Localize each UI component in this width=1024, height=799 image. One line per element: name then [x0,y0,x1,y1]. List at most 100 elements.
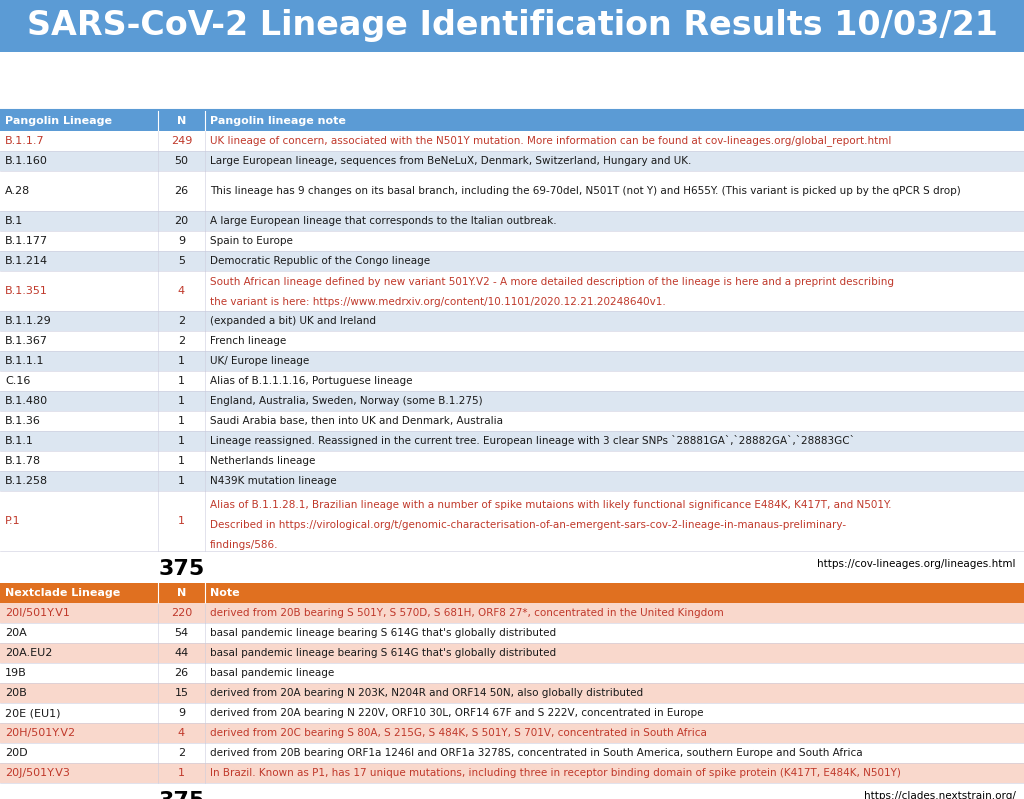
Text: Nextclade Lineage: Nextclade Lineage [5,588,120,598]
Bar [0,451,1024,471]
Text: UK lineage of concern, associated with the N501Y mutation. More information can : UK lineage of concern, associated with t… [210,136,891,146]
Bar [0,491,1024,551]
Text: 20J/501Y.V3: 20J/501Y.V3 [5,768,70,778]
Bar [0,211,1024,231]
Text: Alias of B.1.1.1.16, Portuguese lineage: Alias of B.1.1.1.16, Portuguese lineage [210,376,413,386]
Text: https://cov-lineages.org/lineages.html: https://cov-lineages.org/lineages.html [817,559,1016,569]
Text: Spain to Europe: Spain to Europe [210,236,293,246]
Bar [0,743,1024,763]
Bar [0,583,1024,603]
Text: the variant is here: https://www.medrxiv.org/content/10.1101/2020.12.21.20248640: the variant is here: https://www.medrxiv… [210,297,666,307]
Bar [0,52,1024,110]
Text: 20D: 20D [5,748,28,758]
Text: B.1.78: B.1.78 [5,456,41,466]
Text: 15: 15 [174,688,188,698]
Text: 249: 249 [171,136,193,146]
Text: 1: 1 [178,356,185,366]
Text: 5: 5 [178,256,185,266]
Text: 1: 1 [178,516,185,526]
Text: derived from 20B bearing ORF1a 1246I and ORF1a 3278S, concentrated in South Amer: derived from 20B bearing ORF1a 1246I and… [210,748,862,758]
Text: 220: 220 [171,608,193,618]
Text: N439K mutation lineage: N439K mutation lineage [210,476,337,486]
Text: 9: 9 [178,708,185,718]
Text: 20A: 20A [5,628,27,638]
Text: derived from 20C bearing S 80A, S 215G, S 484K, S 501Y, S 701V, concentrated in : derived from 20C bearing S 80A, S 215G, … [210,728,707,738]
Text: 20B: 20B [5,688,27,698]
Text: Pangolin Lineage: Pangolin Lineage [5,116,112,126]
Text: N: N [177,588,186,598]
Text: 375: 375 [159,791,205,799]
Text: basal pandemic lineage bearing S 614G that's globally distributed: basal pandemic lineage bearing S 614G th… [210,628,556,638]
Bar [0,111,1024,131]
Bar [0,171,1024,211]
Bar [0,0,1024,52]
Text: A large European lineage that corresponds to the Italian outbreak.: A large European lineage that correspond… [210,216,557,226]
Text: Pangolin lineage note: Pangolin lineage note [210,116,346,126]
Text: 44: 44 [174,648,188,658]
Bar [0,623,1024,643]
Text: derived from 20A bearing N 220V, ORF10 30L, ORF14 67F and S 222V, concentrated i: derived from 20A bearing N 220V, ORF10 3… [210,708,703,718]
Text: SARS-CoV-2 Lineage Identification Results 10/03/21: SARS-CoV-2 Lineage Identification Result… [27,10,997,42]
Text: 1: 1 [178,436,185,446]
Text: 1: 1 [178,396,185,406]
Text: B.1.177: B.1.177 [5,236,48,246]
Bar [0,311,1024,331]
Text: Saudi Arabia base, then into UK and Denmark, Australia: Saudi Arabia base, then into UK and Denm… [210,416,503,426]
Text: A.28: A.28 [5,186,31,196]
Text: Note: Note [210,588,240,598]
Bar [0,411,1024,431]
Bar [0,351,1024,371]
Text: basal pandemic lineage bearing S 614G that's globally distributed: basal pandemic lineage bearing S 614G th… [210,648,556,658]
Bar [0,391,1024,411]
Text: N: N [177,116,186,126]
Text: B.1.1.7: B.1.1.7 [5,136,45,146]
Text: findings/586.: findings/586. [210,540,279,550]
Text: French lineage: French lineage [210,336,287,346]
Text: In Brazil. Known as P1, has 17 unique mutations, including three in receptor bin: In Brazil. Known as P1, has 17 unique mu… [210,768,901,778]
Bar [0,643,1024,663]
Bar [0,471,1024,491]
Bar [0,331,1024,351]
Text: B.1.214: B.1.214 [5,256,48,266]
Bar [0,763,1024,783]
Text: 20E (EU1): 20E (EU1) [5,708,60,718]
Bar [0,703,1024,723]
Text: 1: 1 [178,476,185,486]
Text: B.1: B.1 [5,216,24,226]
Bar [0,431,1024,451]
Text: C.16: C.16 [5,376,31,386]
Text: B.1.1.29: B.1.1.29 [5,316,52,326]
Text: 9: 9 [178,236,185,246]
Text: 20H/501Y.V2: 20H/501Y.V2 [5,728,75,738]
Text: Netherlands lineage: Netherlands lineage [210,456,315,466]
Bar [0,271,1024,311]
Text: Democratic Republic of the Congo lineage: Democratic Republic of the Congo lineage [210,256,430,266]
Text: Lineage reassigned. Reassigned in the current tree. European lineage with 3 clea: Lineage reassigned. Reassigned in the cu… [210,435,855,447]
Bar [0,151,1024,171]
Text: 2: 2 [178,336,185,346]
Text: 54: 54 [174,628,188,638]
Bar [0,603,1024,623]
Bar [0,683,1024,703]
Text: B.1.160: B.1.160 [5,156,48,166]
Text: This lineage has 9 changes on its basal branch, including the 69-70del, N501T (n: This lineage has 9 changes on its basal … [210,186,961,196]
Text: Alias of B.1.1.28.1, Brazilian lineage with a number of spike mutaions with like: Alias of B.1.1.28.1, Brazilian lineage w… [210,500,892,510]
Text: 20: 20 [174,216,188,226]
Bar [0,663,1024,683]
Text: Large European lineage, sequences from BeNeLuX, Denmark, Switzerland, Hungary an: Large European lineage, sequences from B… [210,156,691,166]
Text: B.1.480: B.1.480 [5,396,48,406]
Text: B.1.1: B.1.1 [5,436,34,446]
Text: derived from 20B bearing S 501Y, S 570D, S 681H, ORF8 27*, concentrated in the U: derived from 20B bearing S 501Y, S 570D,… [210,608,724,618]
Text: 1: 1 [178,416,185,426]
Text: (expanded a bit) UK and Ireland: (expanded a bit) UK and Ireland [210,316,376,326]
Text: 2: 2 [178,316,185,326]
Text: B.1.351: B.1.351 [5,286,48,296]
Text: B.1.36: B.1.36 [5,416,41,426]
Text: https://clades.nextstrain.org/: https://clades.nextstrain.org/ [864,791,1016,799]
Bar [0,251,1024,271]
Text: South African lineage defined by new variant 501Y.V2 - A more detailed descripti: South African lineage defined by new var… [210,277,894,287]
Text: basal pandemic lineage: basal pandemic lineage [210,668,334,678]
Text: 20I/501Y.V1: 20I/501Y.V1 [5,608,70,618]
Text: 2: 2 [178,748,185,758]
Text: UK/ Europe lineage: UK/ Europe lineage [210,356,309,366]
